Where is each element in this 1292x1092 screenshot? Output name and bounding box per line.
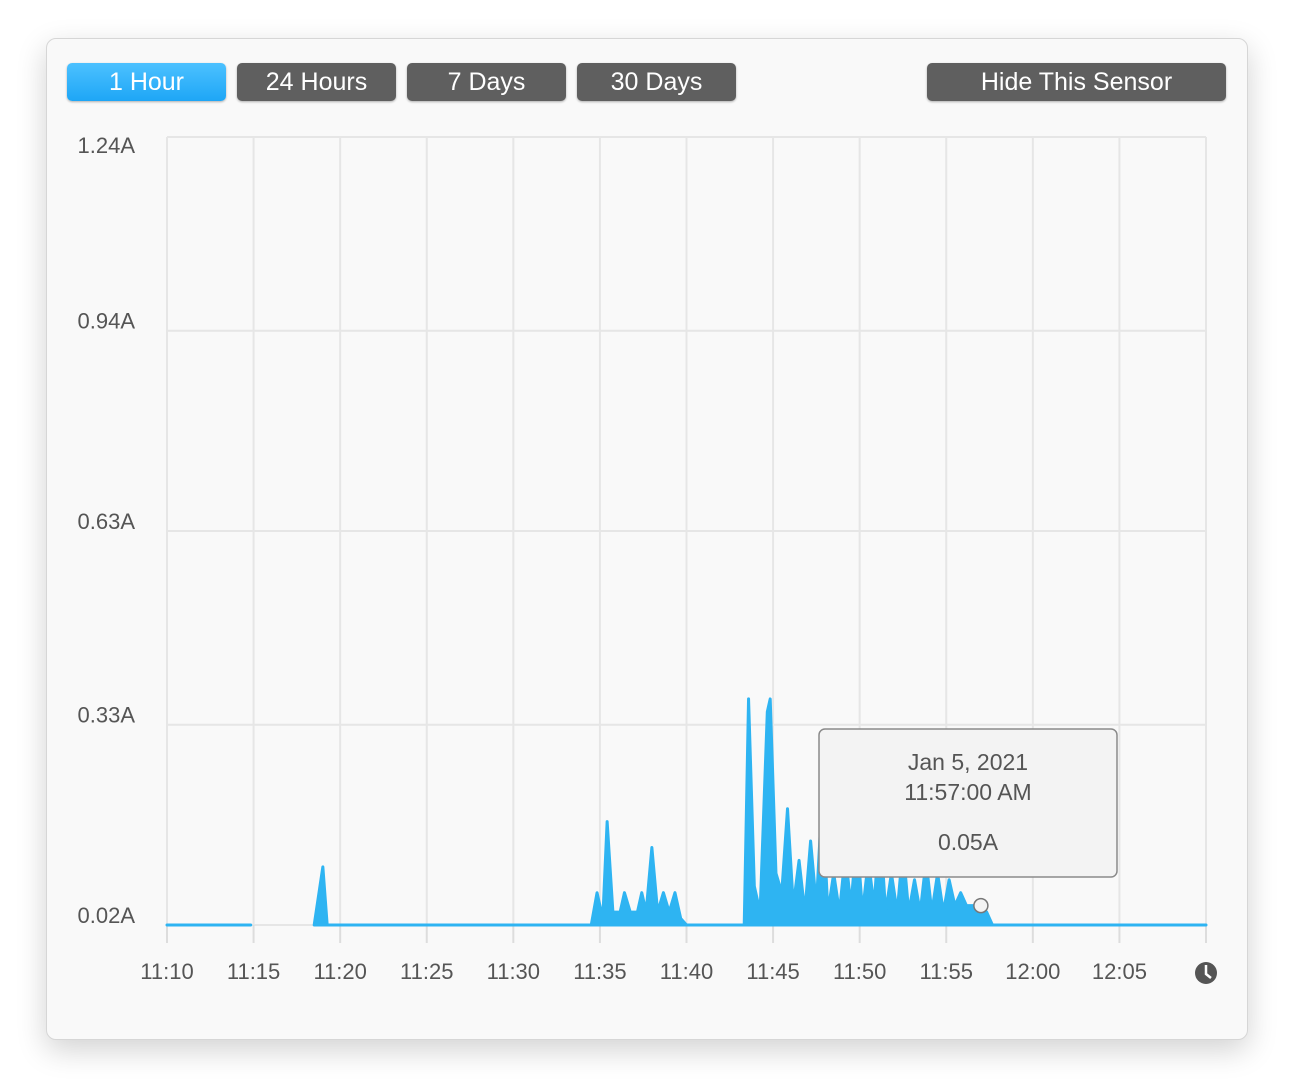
x-tick-label: 11:15 <box>227 959 280 984</box>
tooltip-value: 0.05A <box>938 829 999 855</box>
x-tick-label: 11:50 <box>833 959 886 984</box>
area <box>165 697 1208 927</box>
tooltip-time: 11:57:00 AM <box>904 779 1031 805</box>
x-tick-label: 12:05 <box>1092 959 1147 984</box>
x-tick-label: 11:40 <box>660 959 713 984</box>
x-tick-label: 11:45 <box>746 959 799 984</box>
range-button[interactable]: 1 Hour <box>67 63 226 101</box>
x-tick-label: 11:55 <box>920 959 973 984</box>
x-tick-label: 12:00 <box>1005 959 1060 984</box>
y-tick-label: 1.24A <box>78 133 136 158</box>
range-button[interactable]: 7 Days <box>407 63 566 101</box>
clock-hands <box>1204 965 1212 979</box>
x-tick-label: 11:30 <box>487 959 540 984</box>
tooltip-box <box>818 728 1118 878</box>
tooltip-date: Jan 5, 2021 <box>908 749 1028 775</box>
window: 1 Hour 24 Hours 7 Days 30 Days Hide This… <box>46 38 1248 1040</box>
y-tick-label: 0.63A <box>78 509 136 534</box>
y-tick-label: 0.02A <box>78 903 136 928</box>
x-tick-label: 11:25 <box>400 959 453 984</box>
range-button[interactable]: 24 Hours <box>237 63 396 101</box>
x-tick-label: 11:10 <box>140 959 193 984</box>
y-tick-label: 0.33A <box>78 703 136 728</box>
x-tick-label: 11:20 <box>313 959 366 984</box>
y-tick-label: 0.94A <box>78 309 136 334</box>
hide-button[interactable]: Hide This Sensor <box>927 63 1226 101</box>
range-button[interactable]: 30 Days <box>577 63 736 101</box>
x-tick-label: 11:35 <box>573 959 626 984</box>
hover-point <box>973 897 989 914</box>
